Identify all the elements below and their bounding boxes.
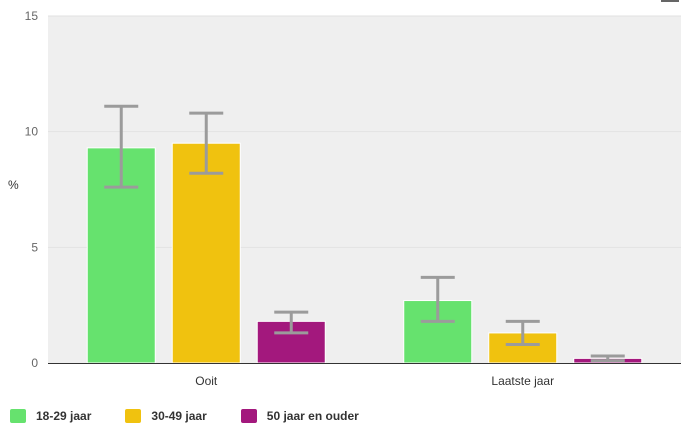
legend-item-30-49[interactable]: 30-49 jaar — [125, 409, 207, 423]
legend-item-50-plus[interactable]: 50 jaar en ouder — [240, 409, 359, 423]
legend: 18-29 jaar 30-49 jaar 50 jaar en ouder — [10, 409, 393, 423]
y-tick-label: 5 — [31, 240, 38, 254]
legend-swatch — [240, 409, 257, 423]
y-tick-label: 0 — [31, 356, 38, 370]
x-category-label: Ooit — [195, 374, 218, 388]
legend-swatch — [125, 409, 142, 423]
y-tick-label: 15 — [25, 9, 39, 23]
legend-label: 50 jaar en ouder — [266, 409, 359, 423]
y-axis-ticks: 0 5 10 15 — [25, 9, 39, 370]
menu-icon-line — [661, 0, 679, 2]
menu-icon[interactable] — [661, 0, 679, 8]
error-bars — [104, 104, 625, 363]
legend-swatch — [10, 409, 26, 423]
y-axis-label: % — [8, 178, 19, 192]
legend-item-18-29[interactable]: 18-29 jaar — [10, 409, 91, 423]
legend-label: 18-29 jaar — [36, 409, 92, 423]
x-axis-categories: Ooit Laatste jaar — [195, 374, 554, 388]
legend-label: 30-49 jaar — [151, 409, 207, 423]
x-category-label: Laatste jaar — [491, 374, 554, 388]
bar — [171, 142, 241, 364]
y-tick-label: 10 — [25, 125, 39, 139]
